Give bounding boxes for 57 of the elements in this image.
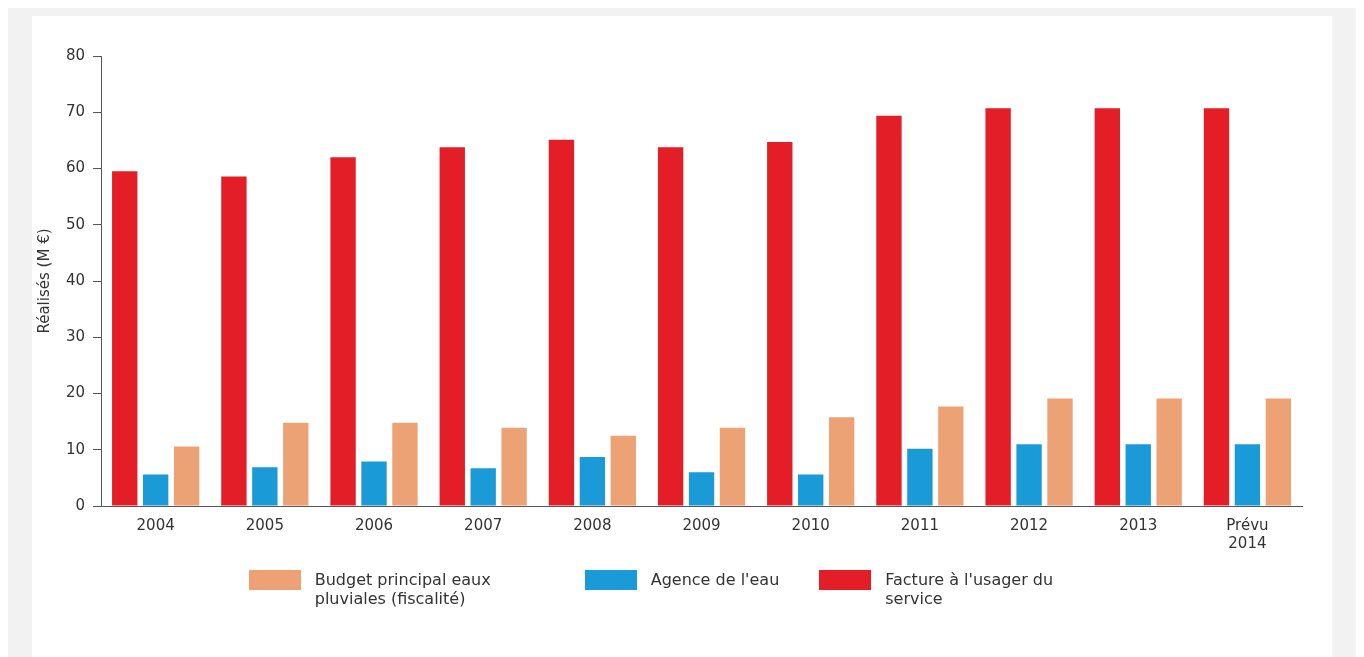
bar <box>579 457 606 506</box>
x-tick-label: 2009 <box>682 515 721 534</box>
x-tick-label: 2005 <box>245 515 284 534</box>
y-tick-label: 0 <box>75 495 86 514</box>
x-tick-label: 2010 <box>791 515 830 534</box>
x-tick-label: 2006 <box>354 515 394 534</box>
bar <box>828 417 855 506</box>
x-tick-label: Prévu 2014 <box>1226 515 1269 552</box>
y-tick-label: 10 <box>65 439 86 458</box>
bar <box>1203 108 1230 506</box>
bar <box>767 142 793 506</box>
x-tick-label: 2013 <box>1119 515 1158 534</box>
y-tick-label: 80 <box>65 45 86 64</box>
bar <box>361 461 387 506</box>
bar <box>719 427 746 506</box>
bar <box>798 474 824 506</box>
bar <box>221 176 247 506</box>
bar <box>283 422 309 506</box>
legend-label: Agence de l'eau <box>650 570 780 589</box>
bar <box>610 435 636 506</box>
bar <box>112 171 138 506</box>
bar <box>392 422 418 506</box>
y-axis-title: Réalisés (M €) <box>34 228 53 334</box>
bar <box>142 474 169 506</box>
x-tick-label: 2012 <box>1009 515 1049 534</box>
bar <box>985 108 1011 506</box>
bar <box>1125 444 1151 506</box>
bar <box>688 472 715 506</box>
bar <box>1094 108 1120 506</box>
y-tick-label: 40 <box>65 270 86 289</box>
bar <box>876 115 902 506</box>
legend-label: Facture à l'usager du service <box>885 570 1055 608</box>
legend-label: Budget principal eaux pluviales (fiscalité) <box>314 570 492 608</box>
bar <box>1265 398 1292 506</box>
x-tick-label: 2007 <box>464 515 503 534</box>
x-tick-label: 2011 <box>900 515 939 534</box>
bar <box>548 139 575 506</box>
x-tick-label: 2008 <box>573 515 612 534</box>
bar <box>173 446 200 506</box>
y-tick-label: 50 <box>65 214 86 233</box>
bar <box>1234 444 1261 506</box>
y-tick-label: 30 <box>65 327 86 346</box>
bar <box>252 467 278 506</box>
bar <box>439 147 465 506</box>
bar <box>501 427 527 506</box>
bar <box>657 147 684 506</box>
y-tick-label: 60 <box>65 158 86 177</box>
bar <box>938 406 964 506</box>
bar <box>1156 398 1182 506</box>
bar <box>330 157 356 506</box>
bar <box>907 448 933 506</box>
y-tick-label: 70 <box>65 102 86 121</box>
bar <box>1016 444 1042 506</box>
x-tick-label: 2004 <box>136 515 175 534</box>
bar <box>470 468 496 506</box>
bar <box>1047 398 1073 506</box>
y-tick-label: 20 <box>65 383 86 402</box>
